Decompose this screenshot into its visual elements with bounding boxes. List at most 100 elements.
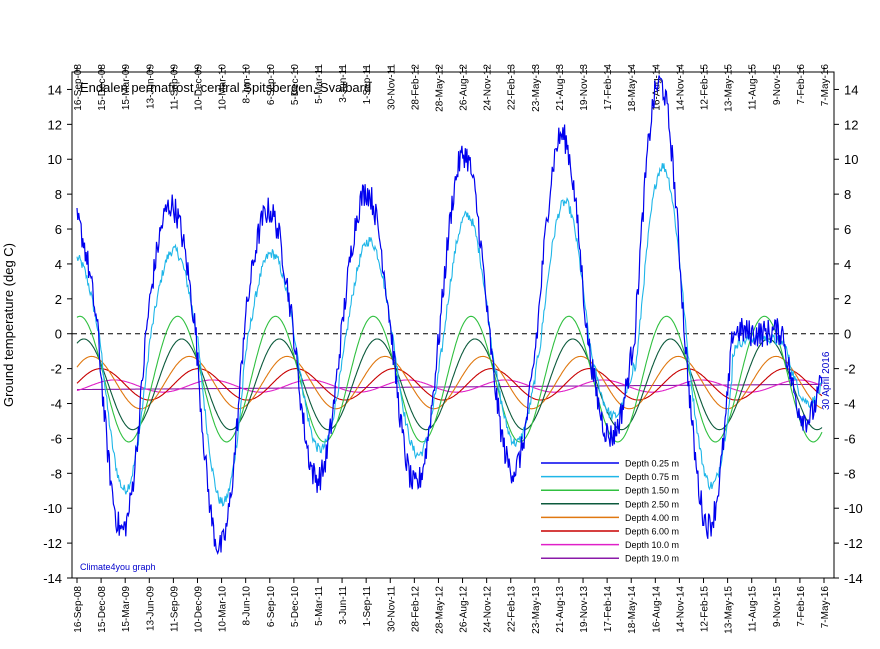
x-tick-label-bottom: 3-Jun-11 — [338, 586, 349, 625]
x-tick-label-top: 23-May-13 — [531, 64, 542, 112]
legend-label-6: Depth 10.0 m — [625, 540, 679, 550]
y-tick-label-left: 8 — [55, 187, 62, 202]
x-tick-label-bottom: 17-Feb-14 — [603, 586, 614, 633]
x-tick-label-bottom: 15-Dec-08 — [97, 586, 108, 633]
x-tick-label-top: 3-Jun-11 — [338, 64, 349, 103]
y-tick-label-right: 2 — [844, 292, 851, 307]
x-tick-label-top: 5-Mar-11 — [314, 64, 325, 104]
y-tick-label-left: 10 — [48, 152, 62, 167]
x-tick-label-bottom: 15-Mar-09 — [121, 586, 132, 633]
y-tick-label-right: -8 — [844, 466, 856, 481]
y-axis-label: Ground temperature (deg C) — [1, 243, 16, 407]
x-tick-label-bottom: 11-Sep-09 — [169, 586, 180, 632]
y-tick-label-right: -10 — [844, 501, 863, 516]
x-tick-label-bottom: 9-Nov-15 — [772, 586, 783, 628]
y-tick-label-left: -6 — [50, 431, 62, 446]
x-tick-label-top: 30-Nov-11 — [386, 64, 397, 110]
x-tick-label-top: 8-Jun-10 — [242, 64, 253, 104]
legend-label-0: Depth 0.25 m — [625, 459, 679, 469]
source-annotation: Climate4you graph — [80, 562, 156, 572]
legend: Depth 0.25 m Depth 0.75 m Depth 1.50 m Dept… — [541, 459, 679, 564]
y-tick-label-left: 0 — [55, 327, 62, 342]
x-tick-label-top: 12-Feb-15 — [700, 64, 711, 111]
series-line-6 — [76, 379, 823, 393]
x-tick-label-bottom: 5-Dec-10 — [290, 586, 301, 628]
x-tick-label-top: 16-Aug-14 — [651, 64, 662, 111]
series-layer — [76, 75, 823, 555]
plot-frame — [71, 71, 835, 579]
x-tick-label-bottom: 14-Nov-14 — [675, 586, 686, 633]
y-axis-left: -14 -12 -10 -8 -6 -4 -2 0 2 4 6 8 10 12 14 — [43, 82, 72, 586]
x-tick-label-top: 15-Mar-09 — [121, 64, 132, 111]
x-tick-label-top: 14-Nov-14 — [675, 64, 686, 111]
x-tick-label-bottom: 21-Aug-13 — [555, 586, 566, 633]
y-tick-label-right: -14 — [844, 571, 863, 586]
y-tick-label-right: 4 — [844, 257, 851, 272]
x-tick-label-top: 7-May-16 — [820, 64, 831, 107]
x-tick-label-bottom: 10-Mar-10 — [218, 586, 229, 633]
chart-title: Endalen permafrost, central Spitsbergen,… — [80, 80, 371, 95]
x-tick-label-top: 22-Feb-13 — [507, 64, 518, 111]
x-tick-label-top: 9-Nov-15 — [772, 64, 783, 106]
x-tick-label-bottom: 18-May-14 — [627, 586, 638, 634]
y-tick-label-left: -12 — [43, 536, 62, 551]
legend-label-2: Depth 1.50 m — [625, 486, 679, 496]
x-tick-label-top: 11-Sep-09 — [169, 64, 180, 110]
date-annotation: 30 April 2016 — [821, 351, 832, 410]
y-tick-label-right: 10 — [844, 152, 858, 167]
x-tick-label-bottom: 16-Sep-08 — [73, 586, 84, 633]
x-tick-label-bottom: 28-Feb-12 — [410, 586, 421, 633]
y-tick-label-left: 2 — [55, 292, 62, 307]
x-tick-label-top: 7-Feb-16 — [796, 64, 807, 105]
x-tick-label-top: 6-Sep-10 — [266, 64, 277, 106]
y-tick-label-left: 4 — [55, 257, 62, 272]
y-tick-label-left: -14 — [43, 571, 62, 586]
x-tick-label-bottom: 19-Nov-13 — [579, 586, 590, 633]
x-tick-label-top: 10-Dec-09 — [193, 64, 204, 111]
y-tick-label-left: 6 — [55, 222, 62, 237]
y-tick-label-left: -10 — [43, 501, 62, 516]
x-tick-label-bottom: 16-Aug-14 — [651, 586, 662, 633]
x-tick-label-top: 15-Dec-08 — [97, 64, 108, 111]
x-tick-label-top: 28-Feb-12 — [410, 64, 421, 111]
x-axis-top: 16-Sep-08 15-Dec-08 15-Mar-09 13-Jun-09 11-S… — [73, 64, 831, 112]
y-tick-label-right: -4 — [844, 397, 856, 412]
y-tick-label-right: 8 — [844, 187, 851, 202]
x-tick-label-bottom: 13-Jun-09 — [145, 586, 156, 631]
y-tick-label-right: 14 — [844, 82, 858, 97]
x-tick-label-top: 1-Sep-11 — [362, 64, 373, 105]
x-tick-label-top: 5-Dec-10 — [290, 64, 301, 106]
y-tick-label-left: -8 — [50, 466, 62, 481]
x-tick-label-bottom: 8-Jun-10 — [242, 586, 253, 626]
y-tick-label-left: -4 — [50, 397, 62, 412]
x-tick-label-top: 21-Aug-13 — [555, 64, 566, 111]
x-tick-label-bottom: 5-Mar-11 — [314, 586, 325, 626]
y-tick-label-left: -2 — [50, 362, 62, 377]
x-axis-bottom: 16-Sep-08 15-Dec-08 15-Mar-09 13-Jun-09 11-S… — [73, 578, 831, 634]
y-tick-label-left: 12 — [48, 117, 62, 132]
legend-label-4: Depth 4.00 m — [625, 513, 679, 523]
y-tick-label-right: -2 — [844, 362, 856, 377]
x-tick-label-bottom: 13-May-15 — [724, 586, 735, 634]
x-tick-label-top: 11-Aug-15 — [748, 64, 759, 110]
x-tick-label-top: 10-Mar-10 — [218, 64, 229, 111]
x-tick-label-bottom: 22-Feb-13 — [507, 586, 518, 633]
x-tick-label-top: 19-Nov-13 — [579, 64, 590, 111]
y-axis-right: -14 -12 -10 -8 -6 -4 -2 0 2 4 6 8 10 12 14 — [834, 82, 863, 586]
y-tick-label-right: -6 — [844, 431, 856, 446]
y-tick-label-right: -12 — [844, 536, 863, 551]
y-tick-label-right: 6 — [844, 222, 851, 237]
series-line-0 — [76, 75, 823, 555]
y-tick-label-right: 0 — [844, 327, 851, 342]
x-tick-label-bottom: 30-Nov-11 — [386, 586, 397, 632]
legend-label-7: Depth 19.0 m — [625, 554, 679, 564]
x-tick-label-bottom: 28-May-12 — [434, 586, 445, 634]
x-tick-label-top: 18-May-14 — [627, 64, 638, 112]
series-line-1 — [76, 163, 823, 507]
x-tick-label-bottom: 24-Nov-12 — [483, 586, 494, 633]
x-tick-label-bottom: 12-Feb-15 — [700, 586, 711, 633]
x-tick-label-bottom: 6-Sep-10 — [266, 586, 277, 628]
x-tick-label-top: 13-Jun-09 — [145, 64, 156, 109]
x-tick-label-bottom: 10-Dec-09 — [193, 586, 204, 633]
